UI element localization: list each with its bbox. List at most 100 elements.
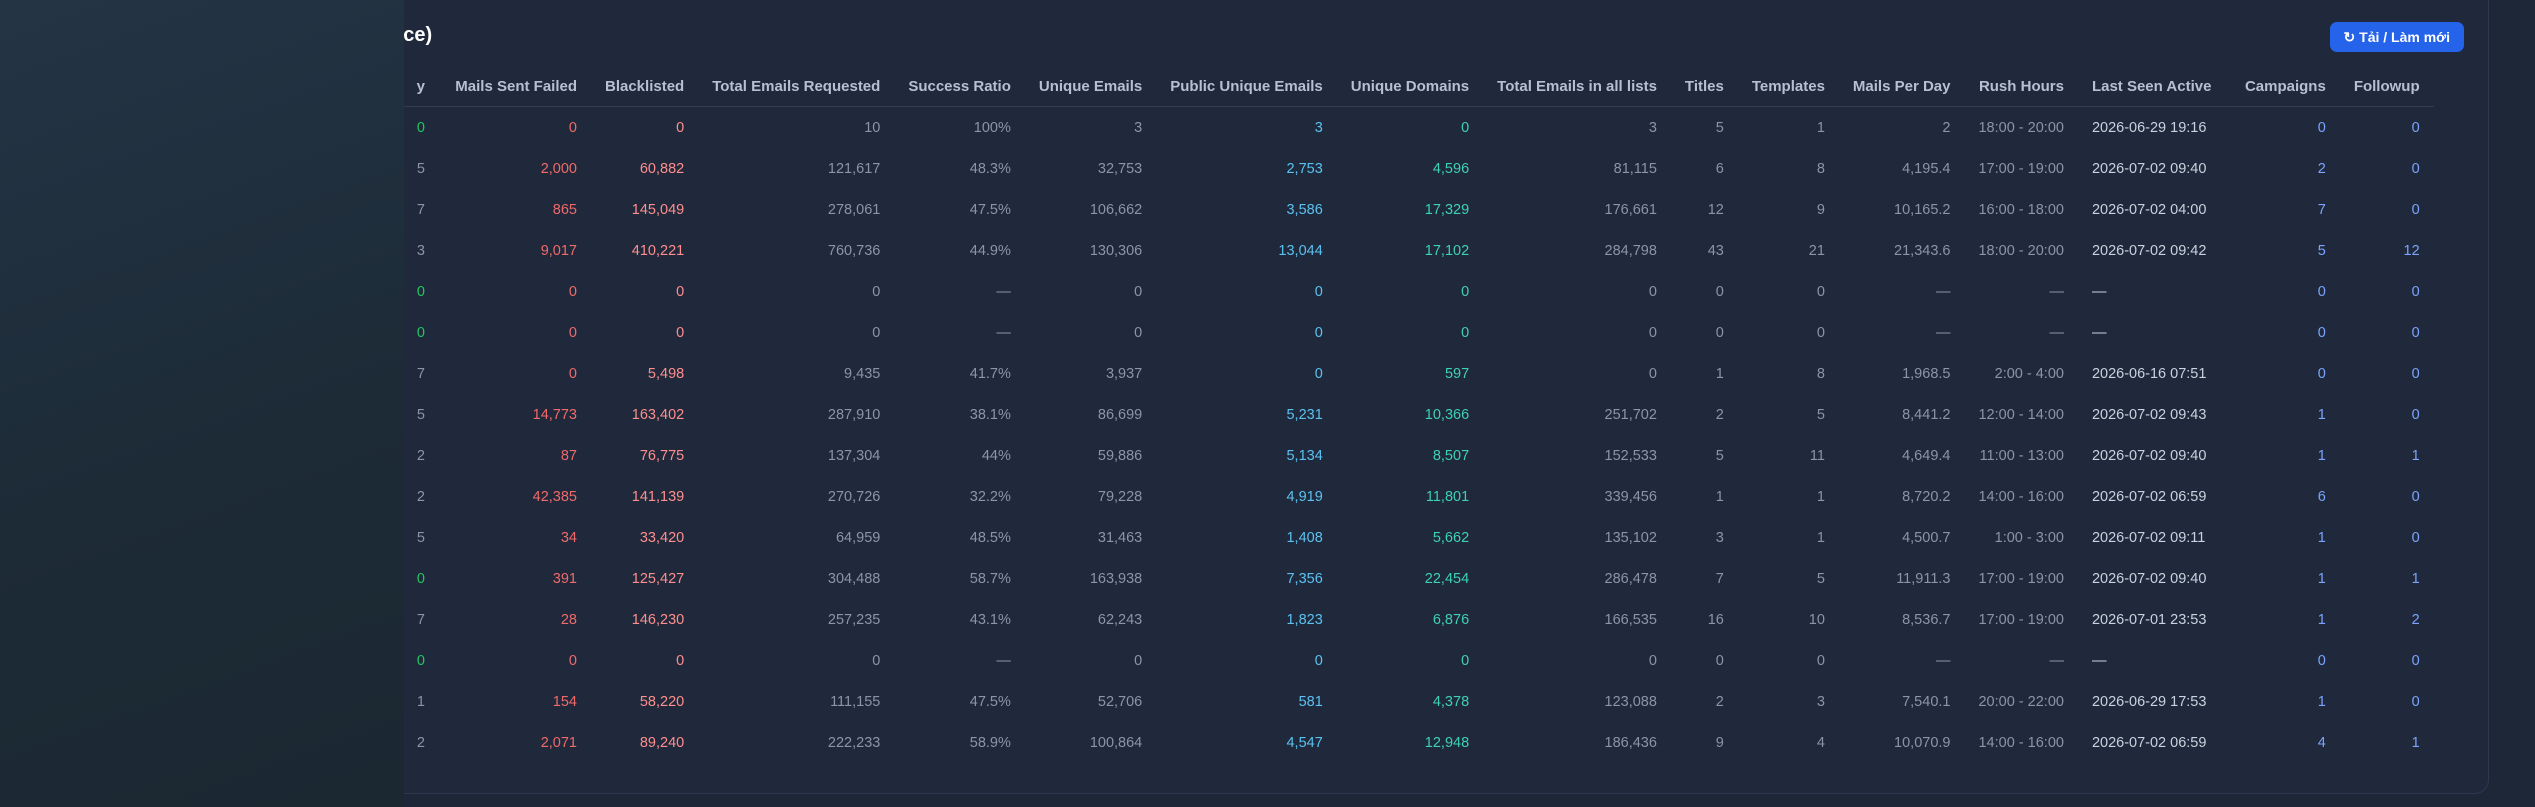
cell-titles: 43	[1707, 242, 1724, 259]
cell-campaigns: 1	[2317, 611, 2326, 628]
table-row[interactable]: 2 87 76,775 137,304 44% 59,886 5,134 8,507 152,5…	[391, 435, 2434, 476]
cell-domains: 597	[1444, 365, 1470, 382]
table-row[interactable]: 0 0 0 0 — 0 0 0 0 0 0 — — — 0 0	[391, 312, 2434, 353]
cell-all-lists: 251,702	[1604, 406, 1657, 423]
cell-failed: 2,071	[540, 734, 577, 751]
cell-templates: 0	[1816, 324, 1825, 341]
refresh-button[interactable]: ↻ Tải / Làm mới	[2329, 22, 2464, 52]
cell-followup: 0	[2411, 652, 2420, 669]
table-row[interactable]: 0 0 0 0 — 0 0 0 0 0 0 — — — 0 0	[391, 640, 2434, 681]
cell-rush: 2:00 - 4:00	[1994, 365, 2064, 382]
cell-rush: 17:00 - 19:00	[1978, 611, 2064, 628]
table-row[interactable]: 3 9,017 410,221 760,736 44.9% 130,306 13,044 17…	[391, 230, 2434, 271]
cell-blacklisted: 0	[676, 283, 685, 300]
cell-sent: 2	[416, 488, 425, 505]
cell-success: 43.1%	[969, 611, 1011, 628]
cell-blacklisted: 125,427	[631, 570, 685, 587]
table-row[interactable]: 2 2,071 89,240 222,233 58.9% 100,864 4,547 12,9…	[391, 722, 2434, 763]
header-campaigns[interactable]: Campaigns	[2230, 66, 2340, 107]
cell-followup: 0	[2411, 201, 2420, 218]
header-blacklisted[interactable]: Blacklisted	[591, 66, 699, 107]
cell-sent: 7	[416, 365, 425, 382]
stats-card: nce) ↻ Tải / Làm mới y Mails Sent Failed…	[390, 0, 2489, 794]
table-row[interactable]: 7 0 5,498 9,435 41.7% 3,937 0 597 0 1 8 1,968.5 2:00…	[391, 353, 2434, 394]
cell-rush: 18:00 - 20:00	[1978, 119, 2064, 136]
cell-success: 32.2%	[969, 488, 1011, 505]
cell-failed: 0	[568, 283, 577, 300]
cell-templates: 1	[1816, 119, 1825, 136]
table-row[interactable]: 5 34 33,420 64,959 48.5% 31,463 1,408 5,662 135,…	[391, 517, 2434, 558]
cell-campaigns: 7	[2317, 201, 2326, 218]
cell-requested: 121,617	[827, 160, 881, 177]
cell-success: 100%	[973, 119, 1011, 136]
cell-last-seen: 2026-06-16 07:51	[2091, 365, 2207, 382]
cell-failed: 391	[552, 570, 577, 587]
header-failed[interactable]: Mails Sent Failed	[439, 66, 591, 107]
cell-requested: 9,435	[844, 365, 881, 382]
cell-rush: 12:00 - 14:00	[1978, 406, 2064, 423]
cell-public-unique: 1,823	[1286, 611, 1323, 628]
header-followup[interactable]: Followup	[2339, 66, 2434, 107]
table-row[interactable]: 5 14,773 163,402 287,910 38.1% 86,699 5,231 10,…	[391, 394, 2434, 435]
stats-table-wrapper[interactable]: y Mails Sent Failed Blacklisted Total Em…	[391, 66, 2488, 763]
header-public-unique[interactable]: Public Unique Emails	[1156, 66, 1337, 107]
cell-campaigns: 4	[2317, 734, 2326, 751]
table-row[interactable]: 2 42,385 141,139 270,726 32.2% 79,228 4,919 11,…	[391, 476, 2434, 517]
cell-campaigns: 0	[2317, 324, 2326, 341]
header-success[interactable]: Success Ratio	[894, 66, 1025, 107]
cell-templates: 1	[1816, 529, 1825, 546]
cell-blacklisted: 145,049	[631, 201, 685, 218]
header-templates[interactable]: Templates	[1737, 66, 1839, 107]
cell-last-seen: 2026-07-02 09:40	[2091, 447, 2207, 464]
header-last-seen[interactable]: Last Seen Active	[2077, 66, 2231, 107]
cell-public-unique: 4,547	[1286, 734, 1323, 751]
cell-rush: 1:00 - 3:00	[1994, 529, 2064, 546]
table-row[interactable]: 5 2,000 60,882 121,617 48.3% 32,753 2,753 4,596…	[391, 148, 2434, 189]
sidebar-backdrop	[0, 0, 404, 807]
cell-unique: 106,662	[1089, 201, 1143, 218]
cell-failed: 28	[560, 611, 577, 628]
header-titles[interactable]: Titles	[1670, 66, 1738, 107]
header-requested[interactable]: Total Emails Requested	[698, 66, 895, 107]
table-row[interactable]: 0 0 0 10 100% 3 3 0 3 5 1 2 18:00 - 20:00 2026-06-29 …	[391, 107, 2434, 149]
header-unique[interactable]: Unique Emails	[1024, 66, 1157, 107]
cell-all-lists: 135,102	[1604, 529, 1657, 546]
table-row[interactable]: 0 0 0 0 — 0 0 0 0 0 0 — — — 0 0	[391, 271, 2434, 312]
table-row[interactable]: 1 154 58,220 111,155 47.5% 52,706 581 4,378 123,…	[391, 681, 2434, 722]
cell-rush: 17:00 - 19:00	[1978, 160, 2064, 177]
header-rush[interactable]: Rush Hours	[1964, 66, 2078, 107]
cell-failed: 865	[552, 201, 577, 218]
cell-templates: 11	[1809, 447, 1825, 464]
cell-all-lists: 186,436	[1604, 734, 1657, 751]
cell-rush: 11:00 - 13:00	[1979, 447, 2064, 464]
cell-titles: 12	[1707, 201, 1724, 218]
cell-per-day: —	[1935, 652, 1951, 669]
cell-all-lists: 0	[1648, 324, 1657, 341]
cell-all-lists: 123,088	[1604, 693, 1657, 710]
cell-last-seen: 2026-07-02 09:40	[2091, 160, 2207, 177]
header-domains[interactable]: Unique Domains	[1336, 66, 1484, 107]
cell-public-unique: 0	[1314, 365, 1323, 382]
cell-per-day: —	[1935, 283, 1951, 300]
cell-unique: 100,864	[1089, 734, 1143, 751]
cell-requested: 111,155	[830, 693, 881, 710]
cell-all-lists: 0	[1648, 283, 1657, 300]
table-row[interactable]: 7 865 145,049 278,061 47.5% 106,662 3,586 17,32…	[391, 189, 2434, 230]
cell-all-lists: 176,661	[1604, 201, 1657, 218]
table-row[interactable]: 7 28 146,230 257,235 43.1% 62,243 1,823 6,876 16…	[391, 599, 2434, 640]
cell-public-unique: 3	[1314, 119, 1323, 136]
table-row[interactable]: 0 391 125,427 304,488 58.7% 163,938 7,356 22,45…	[391, 558, 2434, 599]
cell-campaigns: 1	[2317, 693, 2326, 710]
cell-all-lists: 152,533	[1604, 447, 1657, 464]
header-all-lists[interactable]: Total Emails in all lists	[1483, 66, 1671, 107]
cell-per-day: 21,343.6	[1894, 242, 1951, 259]
cell-success: 41.7%	[969, 365, 1011, 382]
cell-titles: 16	[1707, 611, 1724, 628]
cell-success: 48.5%	[969, 529, 1011, 546]
cell-success: 48.3%	[969, 160, 1011, 177]
cell-titles: 6	[1715, 160, 1724, 177]
cell-public-unique: 3,586	[1286, 201, 1323, 218]
header-per-day[interactable]: Mails Per Day	[1838, 66, 1965, 107]
cell-sent: 0	[416, 119, 425, 136]
cell-public-unique: 1,408	[1286, 529, 1323, 546]
